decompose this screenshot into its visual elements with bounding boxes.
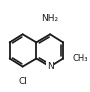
Text: Cl: Cl <box>18 77 27 86</box>
Text: N: N <box>47 62 53 71</box>
Text: CH₃: CH₃ <box>72 54 88 63</box>
Text: NH₂: NH₂ <box>41 14 59 23</box>
